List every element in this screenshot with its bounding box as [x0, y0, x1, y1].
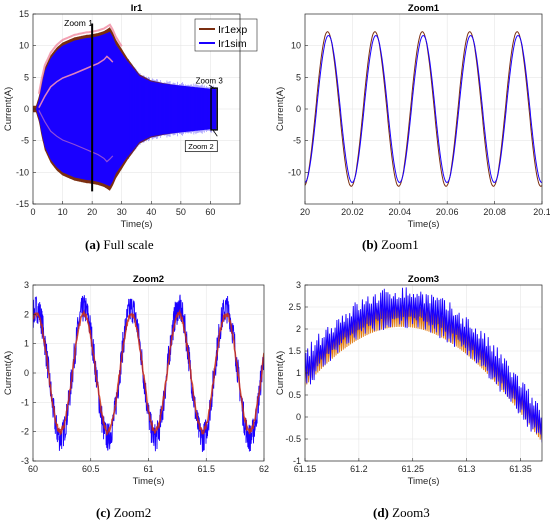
ir1-ytick-label: 15	[19, 9, 29, 19]
ir1-ylabel: Current(A)	[3, 87, 14, 131]
zoom1-ylabel: Current(A)	[275, 87, 286, 131]
zoom1-xlabel: Time(s)	[408, 219, 440, 230]
zoom1-line-Ir1exp	[304, 31, 543, 187]
ir1-title: Ir1	[131, 3, 143, 14]
ir1-inner-trace-lower	[38, 110, 114, 163]
zoom1-line-Ir1sim	[304, 35, 542, 183]
zoom2-xtick-label: 60	[28, 464, 38, 474]
chart-ir1: Zoom 1 Zoom 3 Zoom 2 Ir1exp Ir1sim 0 10 20 30 40 5…	[3, 3, 258, 230]
zoom2-xtick-label: 60.5	[82, 464, 100, 474]
chart-zoom2: 60 60.5 61 61.5 62 -3 -2 -1 0 1 2 3 Zoom2 Time(s) Curr…	[3, 274, 269, 487]
zoom3-ytick-label: -1	[293, 456, 301, 466]
zoom2-ytick-label: 0	[24, 368, 29, 378]
zoom1-xtick-label: 20.08	[483, 207, 506, 217]
ir1-zoom2-label-box	[184, 140, 218, 153]
ir1-legend-label: Ir1sim	[218, 38, 247, 50]
zoom2-ylabel: Current(A)	[3, 351, 14, 395]
zoom3-ytick-label: 2.5	[288, 302, 301, 312]
ir1-envelope-Ir1sim	[33, 31, 217, 187]
zoom3-xlabel: Time(s)	[408, 476, 440, 487]
caption-c: (c) Zoom2	[96, 505, 152, 520]
zoom1-ytick-label: 5	[296, 72, 301, 82]
caption-a: (a) Full scale	[85, 237, 154, 252]
zoom3-line-Ir1sim	[305, 287, 542, 443]
ir1-inner-trace	[38, 55, 114, 109]
zoom3-xtick-label: 61.3	[458, 464, 476, 474]
chart-zoom1: 20 20.02 20.04 20.06 20.08 20.1 -10 -5 0 5 10 Zoom1…	[275, 3, 550, 230]
ir1-xtick-label: 0	[30, 207, 35, 217]
zoom2-ytick-label: -2	[21, 427, 29, 437]
ir1-ytick-label: -15	[16, 199, 29, 209]
ir1-xtick-label: 20	[87, 207, 97, 217]
zoom2-title: Zoom2	[133, 274, 164, 285]
zoom3-ytick-label: -0.5	[285, 434, 301, 444]
ir1-legend: Ir1exp Ir1sim	[194, 18, 258, 52]
ir1-ytick-label: 10	[19, 41, 29, 51]
zoom1-ytick-label: 10	[291, 41, 301, 51]
zoom1-xtick-label: 20.04	[389, 207, 412, 217]
ir1-envelope-edge	[37, 23, 123, 94]
zoom3-xtick-label: 61.15	[294, 464, 317, 474]
caption-b: (b) Zoom1	[362, 237, 419, 252]
caption-d: (d) Zoom3	[373, 505, 430, 520]
zoom2-xtick-label: 62	[259, 464, 269, 474]
zoom2-xtick-label: 61.5	[197, 464, 215, 474]
ir1-ytick-label: 5	[24, 72, 29, 82]
zoom2-ytick-label: -3	[21, 456, 29, 466]
zoom3-ytick-label: 0.5	[288, 390, 301, 400]
zoom2-ytick-label: -1	[21, 397, 29, 407]
zoom1-xtick-label: 20	[300, 207, 310, 217]
ir1-zoom3-arrow	[208, 84, 216, 90]
ir1-annotation-zoom3: Zoom 3	[196, 77, 224, 86]
zoom2-ytick-label: 3	[24, 280, 29, 290]
ir1-xtick-label: 60	[205, 207, 215, 217]
zoom2-xtick-label: 61	[143, 464, 153, 474]
ir1-series-group	[33, 23, 217, 191]
ir1-annotation-zoom1: Zoom 1	[64, 18, 93, 28]
ir1-zoom2-arrow	[213, 130, 218, 137]
zoom3-xtick-label: 61.35	[509, 464, 532, 474]
ir1-xtick-label: 50	[176, 207, 186, 217]
zoom3-xtick-label: 61.25	[401, 464, 424, 474]
zoom3-ytick-label: 0	[296, 412, 301, 422]
zoom2-xlabel: Time(s)	[133, 476, 165, 487]
ir1-legend-label: Ir1exp	[218, 24, 247, 36]
ir1-ytick-label: 0	[24, 104, 29, 114]
ir1-ytick-label: -10	[16, 167, 29, 177]
zoom2-line-Ir1exp	[33, 309, 264, 436]
zoom3-title: Zoom3	[408, 274, 439, 285]
zoom3-ytick-label: 1.5	[288, 346, 301, 356]
zoom1-title: Zoom1	[408, 3, 440, 14]
zoom1-ytick-label: -10	[288, 167, 301, 177]
zoom1-xtick-label: 20.1	[533, 207, 550, 217]
ir1-legend-box	[194, 18, 258, 52]
zoom3-ytick-label: 1	[296, 368, 301, 378]
ir1-xlabel: Time(s)	[121, 219, 153, 230]
zoom1-ytick-label: 0	[296, 104, 301, 114]
zoom3-ylabel: Current(A)	[275, 351, 286, 395]
zoom3-ytick-label: 3	[296, 280, 301, 290]
zoom2-series-group	[33, 294, 264, 453]
ir1-annotation-zoom2: Zoom 2	[188, 142, 213, 151]
chart-zoom3: 61.15 61.2 61.25 61.3 61.35 -1 -0.5 0 0.5 1 1.5 2 2.…	[275, 274, 543, 487]
ir1-ytick-label: -5	[21, 136, 29, 146]
zoom2-ytick-label: 2	[24, 309, 29, 319]
zoom1-ytick-label: -5	[293, 136, 301, 146]
ir1-xtick-label: 40	[146, 207, 156, 217]
zoom1-xtick-label: 20.06	[436, 207, 459, 217]
zoom1-xtick-label: 20.02	[341, 207, 364, 217]
ir1-xtick-label: 10	[58, 207, 68, 217]
zoom3-series-group	[305, 287, 542, 443]
zoom3-xtick-label: 61.2	[350, 464, 368, 474]
ir1-xtick-label: 30	[117, 207, 127, 217]
zoom3-ytick-label: 2	[296, 324, 301, 334]
zoom2-ytick-label: 1	[24, 339, 29, 349]
